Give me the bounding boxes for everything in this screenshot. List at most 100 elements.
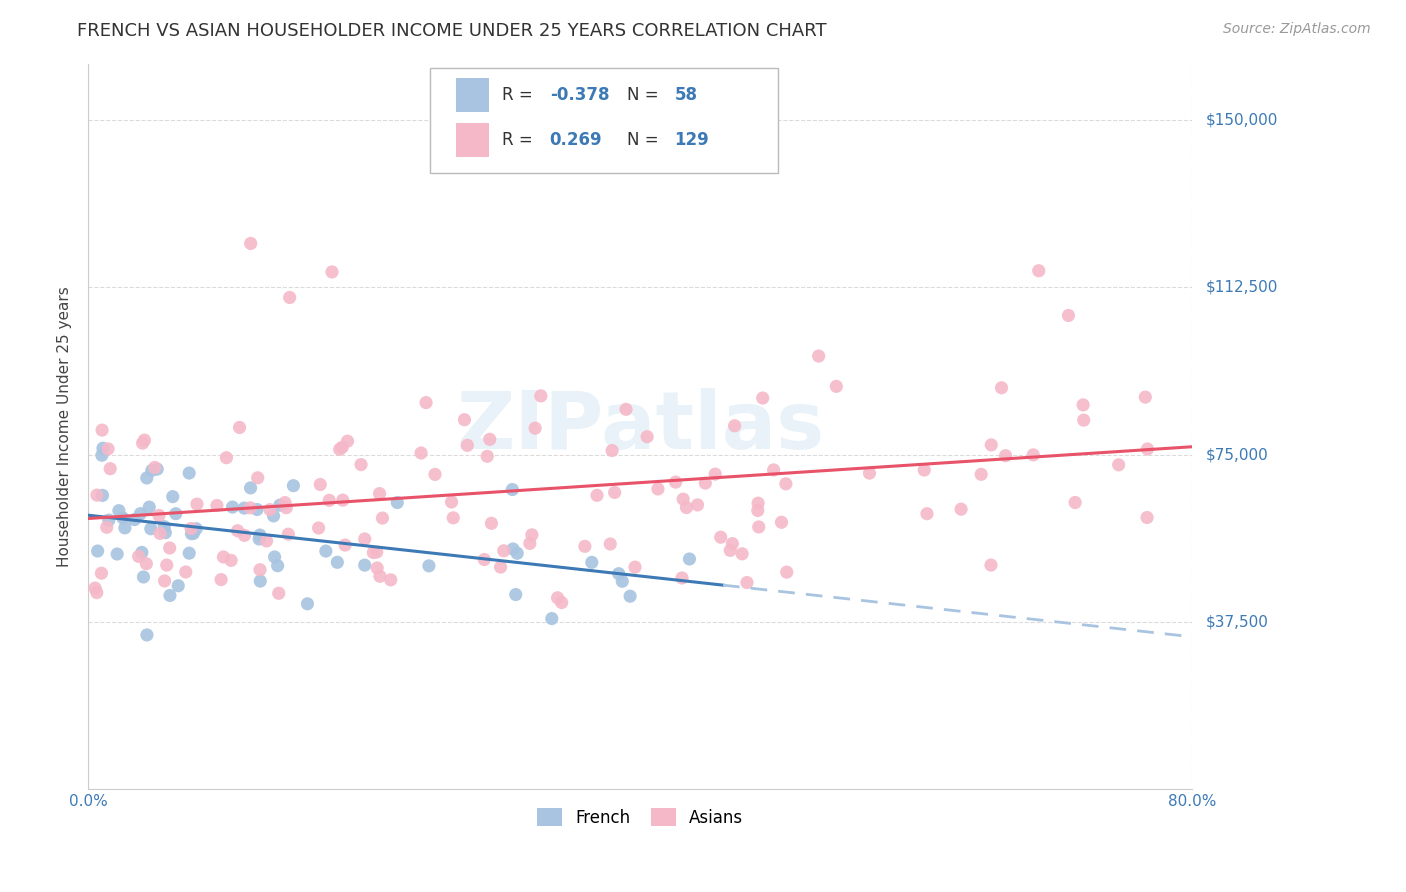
Y-axis label: Householder Income Under 25 years: Householder Income Under 25 years — [58, 286, 72, 567]
Point — [619, 589, 641, 603]
Point — [91, 442, 114, 456]
Point — [149, 526, 172, 541]
Point — [636, 430, 658, 444]
Point — [277, 527, 299, 541]
Point — [363, 545, 385, 559]
Point — [1136, 510, 1159, 524]
Point — [481, 516, 503, 531]
Point — [748, 520, 770, 534]
Point — [97, 442, 120, 456]
Text: 0.269: 0.269 — [550, 131, 602, 149]
Point — [724, 418, 747, 433]
Point — [134, 433, 156, 447]
Point — [283, 478, 305, 492]
FancyBboxPatch shape — [456, 123, 489, 158]
Point — [274, 495, 297, 509]
Text: $75,000: $75,000 — [1206, 447, 1268, 462]
Point — [441, 511, 464, 525]
Point — [105, 547, 128, 561]
Point — [1135, 390, 1157, 404]
Point — [139, 522, 162, 536]
Point — [704, 467, 727, 482]
Point — [114, 521, 136, 535]
Point — [146, 462, 169, 476]
Point — [86, 488, 108, 502]
Point — [501, 483, 523, 497]
Point — [665, 475, 688, 489]
Point — [124, 513, 146, 527]
Point — [550, 595, 572, 609]
Point — [266, 558, 288, 573]
Point — [762, 463, 785, 477]
Point — [1073, 413, 1095, 427]
Point — [980, 558, 1002, 572]
Point — [502, 541, 524, 556]
Point — [1108, 458, 1130, 472]
Point — [256, 533, 278, 548]
Text: R =: R = — [502, 86, 538, 104]
Point — [506, 546, 529, 560]
Point — [950, 502, 973, 516]
FancyBboxPatch shape — [430, 68, 778, 173]
Point — [174, 565, 197, 579]
Point — [675, 500, 697, 515]
Point — [970, 467, 993, 482]
Point — [585, 129, 607, 144]
Point — [318, 493, 340, 508]
Point — [1028, 264, 1050, 278]
Point — [366, 561, 388, 575]
Point — [215, 450, 238, 465]
Point — [263, 508, 285, 523]
Point — [695, 476, 717, 491]
Point — [278, 290, 301, 304]
Point — [129, 507, 152, 521]
Point — [505, 588, 527, 602]
Point — [336, 434, 359, 449]
Point — [226, 524, 249, 538]
Point — [807, 349, 830, 363]
Point — [456, 438, 478, 452]
Point — [678, 552, 700, 566]
Point — [90, 566, 112, 581]
Point — [321, 265, 343, 279]
Point — [735, 575, 758, 590]
Point — [239, 236, 262, 251]
Point — [1136, 442, 1159, 456]
Point — [747, 503, 769, 517]
Text: FRENCH VS ASIAN HOUSEHOLDER INCOME UNDER 25 YEARS CORRELATION CHART: FRENCH VS ASIAN HOUSEHOLDER INCOME UNDER… — [77, 22, 827, 40]
Point — [179, 466, 201, 480]
Point — [228, 420, 250, 434]
Point — [492, 543, 515, 558]
Point — [330, 440, 353, 454]
Point — [131, 436, 153, 450]
Point — [368, 569, 391, 583]
Point — [519, 536, 541, 550]
Point — [132, 570, 155, 584]
Point — [221, 500, 243, 514]
Point — [423, 467, 446, 482]
Point — [180, 526, 202, 541]
Point — [269, 498, 291, 512]
Point — [599, 537, 621, 551]
Point — [721, 536, 744, 550]
Point — [153, 574, 176, 588]
Point — [135, 471, 157, 485]
Point — [297, 597, 319, 611]
Point — [128, 549, 150, 564]
Point — [148, 508, 170, 523]
Text: N =: N = — [627, 131, 664, 149]
Point — [111, 511, 134, 525]
Point — [219, 553, 242, 567]
Legend: French, Asians: French, Asians — [529, 800, 751, 835]
Text: Source: ZipAtlas.com: Source: ZipAtlas.com — [1223, 22, 1371, 37]
Point — [141, 463, 163, 477]
Point — [143, 460, 166, 475]
Point — [524, 421, 547, 435]
Point — [97, 513, 120, 527]
Point — [353, 532, 375, 546]
Point — [179, 546, 201, 560]
Point — [205, 499, 228, 513]
Point — [246, 471, 269, 485]
Point — [1071, 398, 1094, 412]
Point — [477, 450, 499, 464]
